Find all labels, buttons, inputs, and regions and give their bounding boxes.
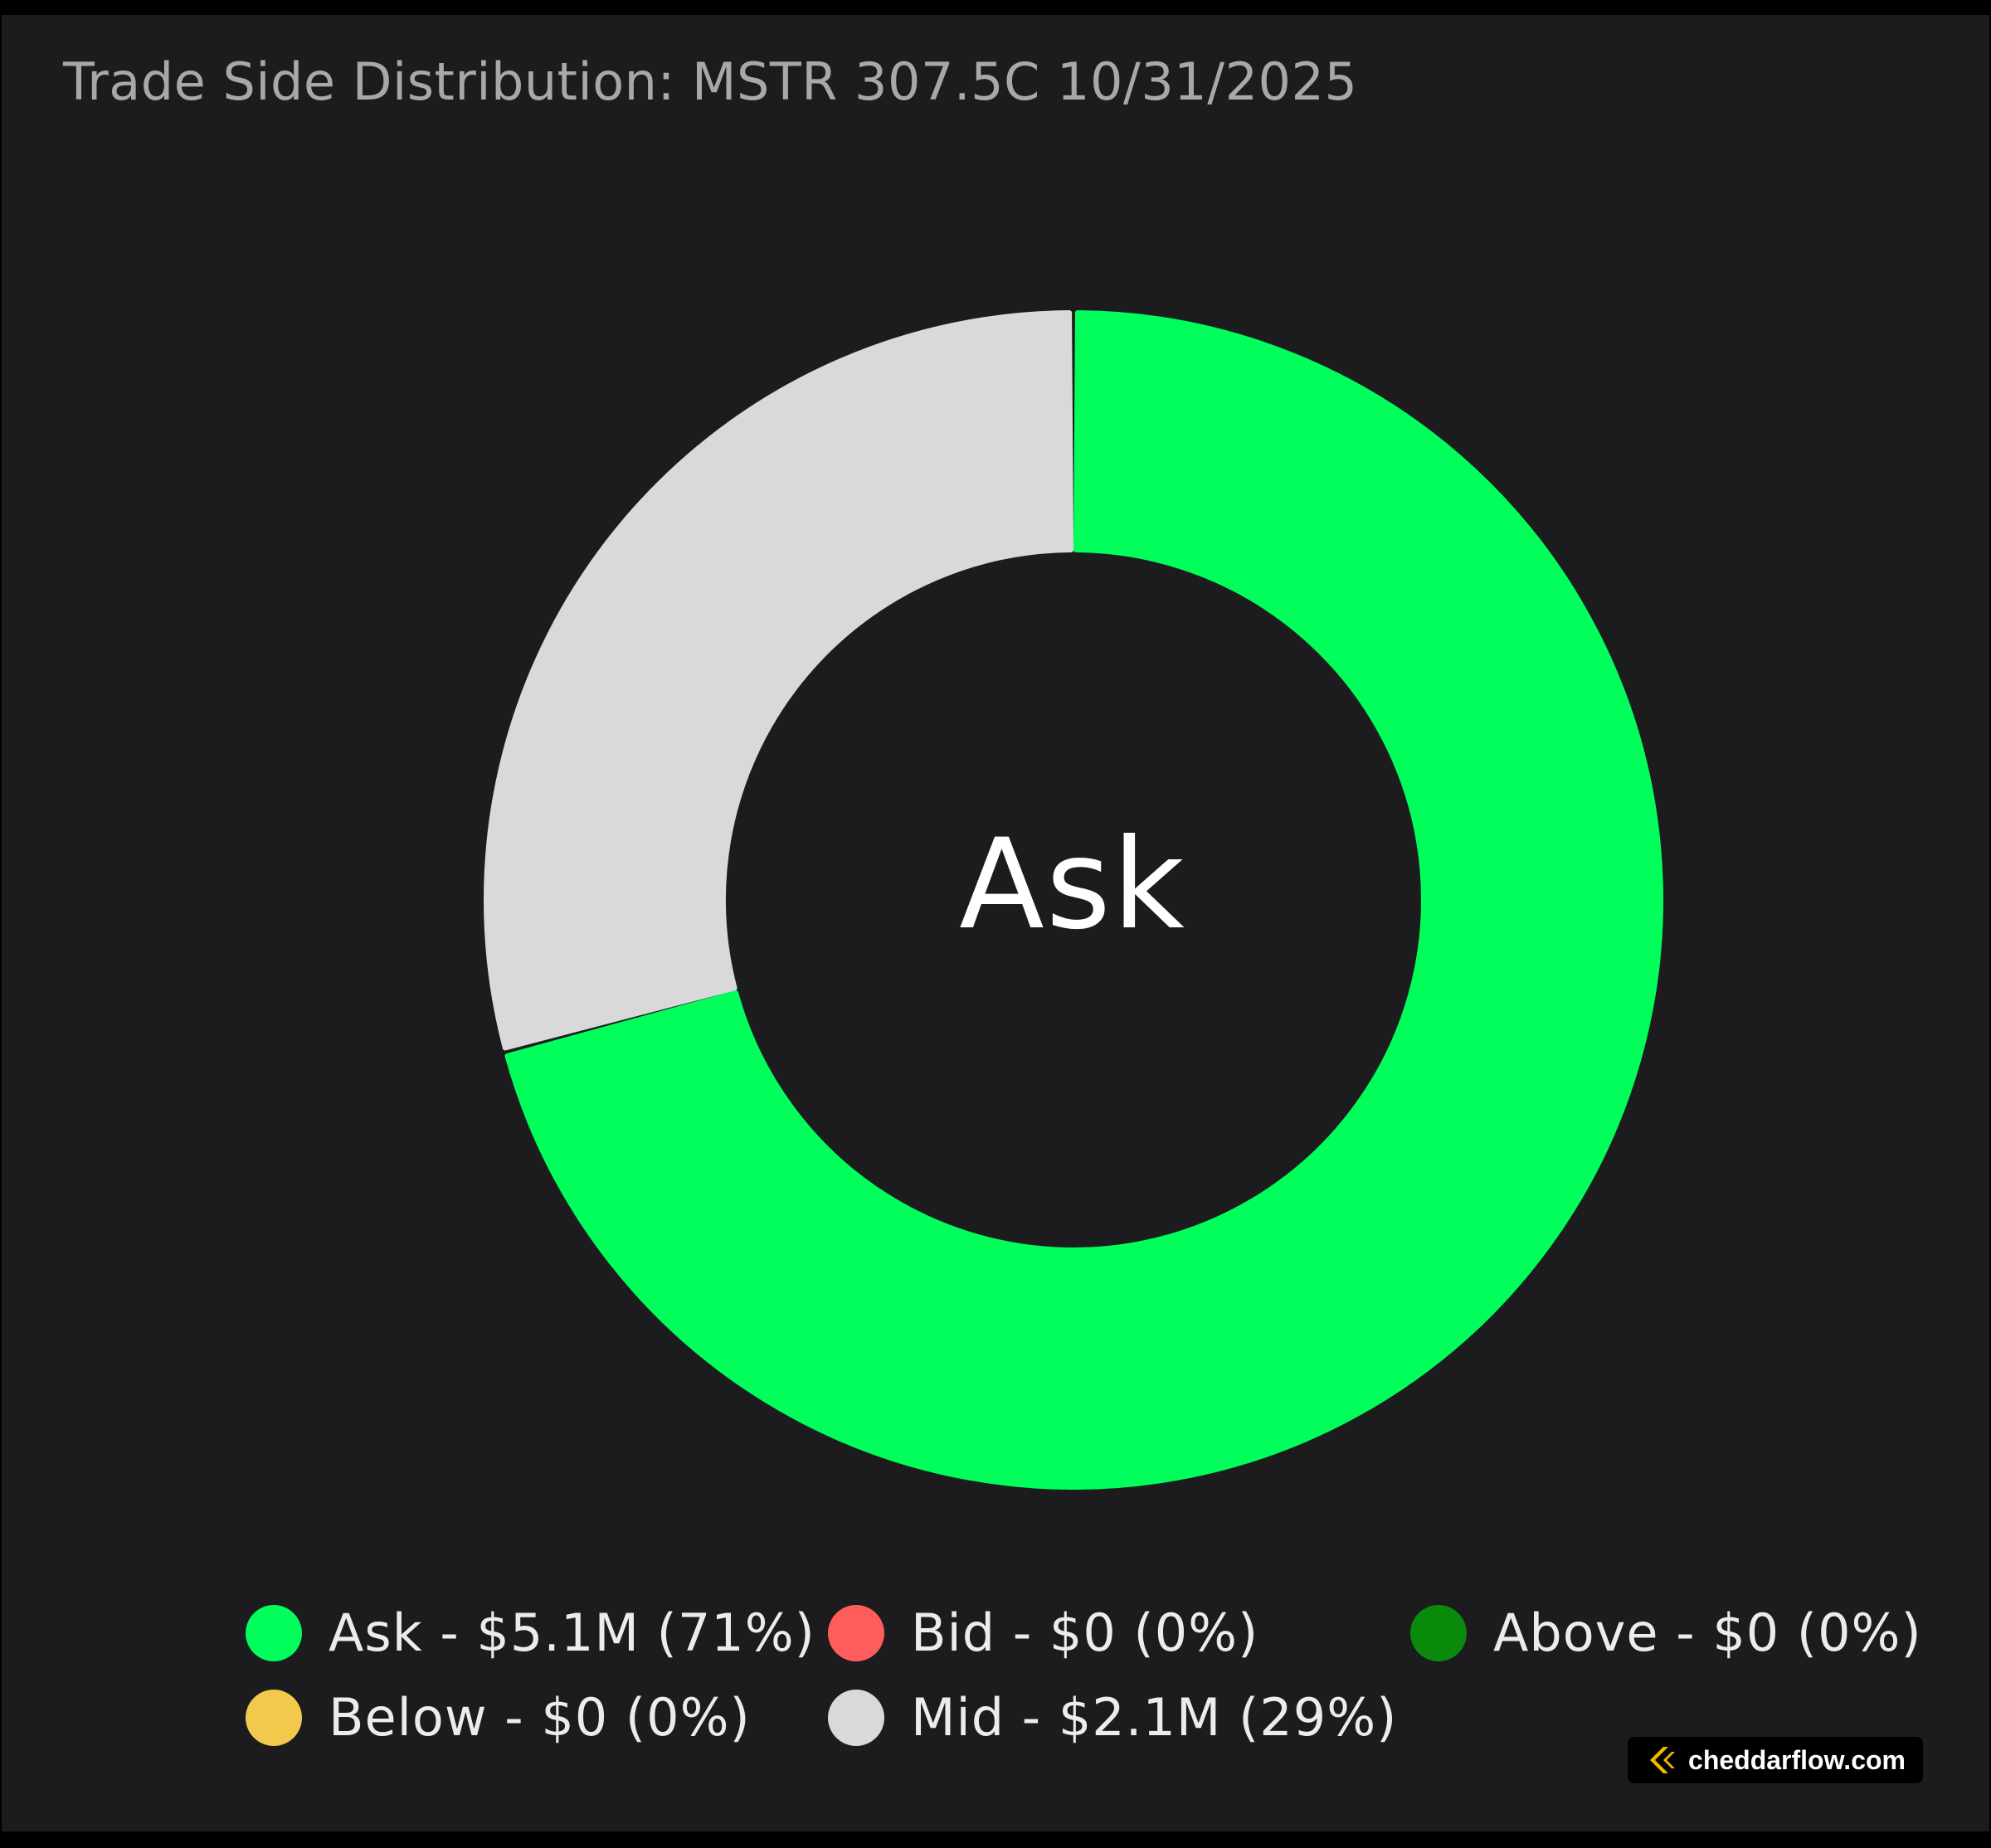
legend-label-ask: Ask - $5.1M (71%) [329,1602,815,1663]
cheddarflow-brand-text: cheddarflow.com [1688,1744,1906,1775]
legend-dot-below [246,1689,302,1746]
legend-item-mid[interactable]: Mid - $2.1M (29%) [828,1687,1397,1748]
legend-dot-above [1410,1604,1467,1661]
legend-dot-ask [246,1604,302,1661]
legend-dot-bid [828,1604,884,1661]
legend-label-below: Below - $0 (0%) [329,1687,751,1748]
donut-center-label: Ask [959,813,1186,957]
legend-item-below[interactable]: Below - $0 (0%) [246,1687,751,1748]
legend-label-mid: Mid - $2.1M (29%) [911,1687,1398,1748]
legend-label-bid: Bid - $0 (0%) [911,1602,1259,1663]
legend-dot-mid [828,1689,884,1746]
donut-slice-ask[interactable] [504,310,1663,1490]
chart-title: Trade Side Distribution: MSTR 307.5C 10/… [63,51,1358,112]
cheddarflow-badge[interactable]: cheddarflow.com [1628,1737,1923,1783]
legend-item-ask[interactable]: Ask - $5.1M (71%) [246,1602,815,1663]
legend-item-above[interactable]: Above - $0 (0%) [1410,1602,1922,1663]
cheddarflow-logo-icon [1650,1747,1676,1773]
legend-label-above: Above - $0 (0%) [1493,1602,1922,1663]
donut-slice-mid[interactable] [484,310,1074,1051]
legend-item-bid[interactable]: Bid - $0 (0%) [828,1602,1258,1663]
